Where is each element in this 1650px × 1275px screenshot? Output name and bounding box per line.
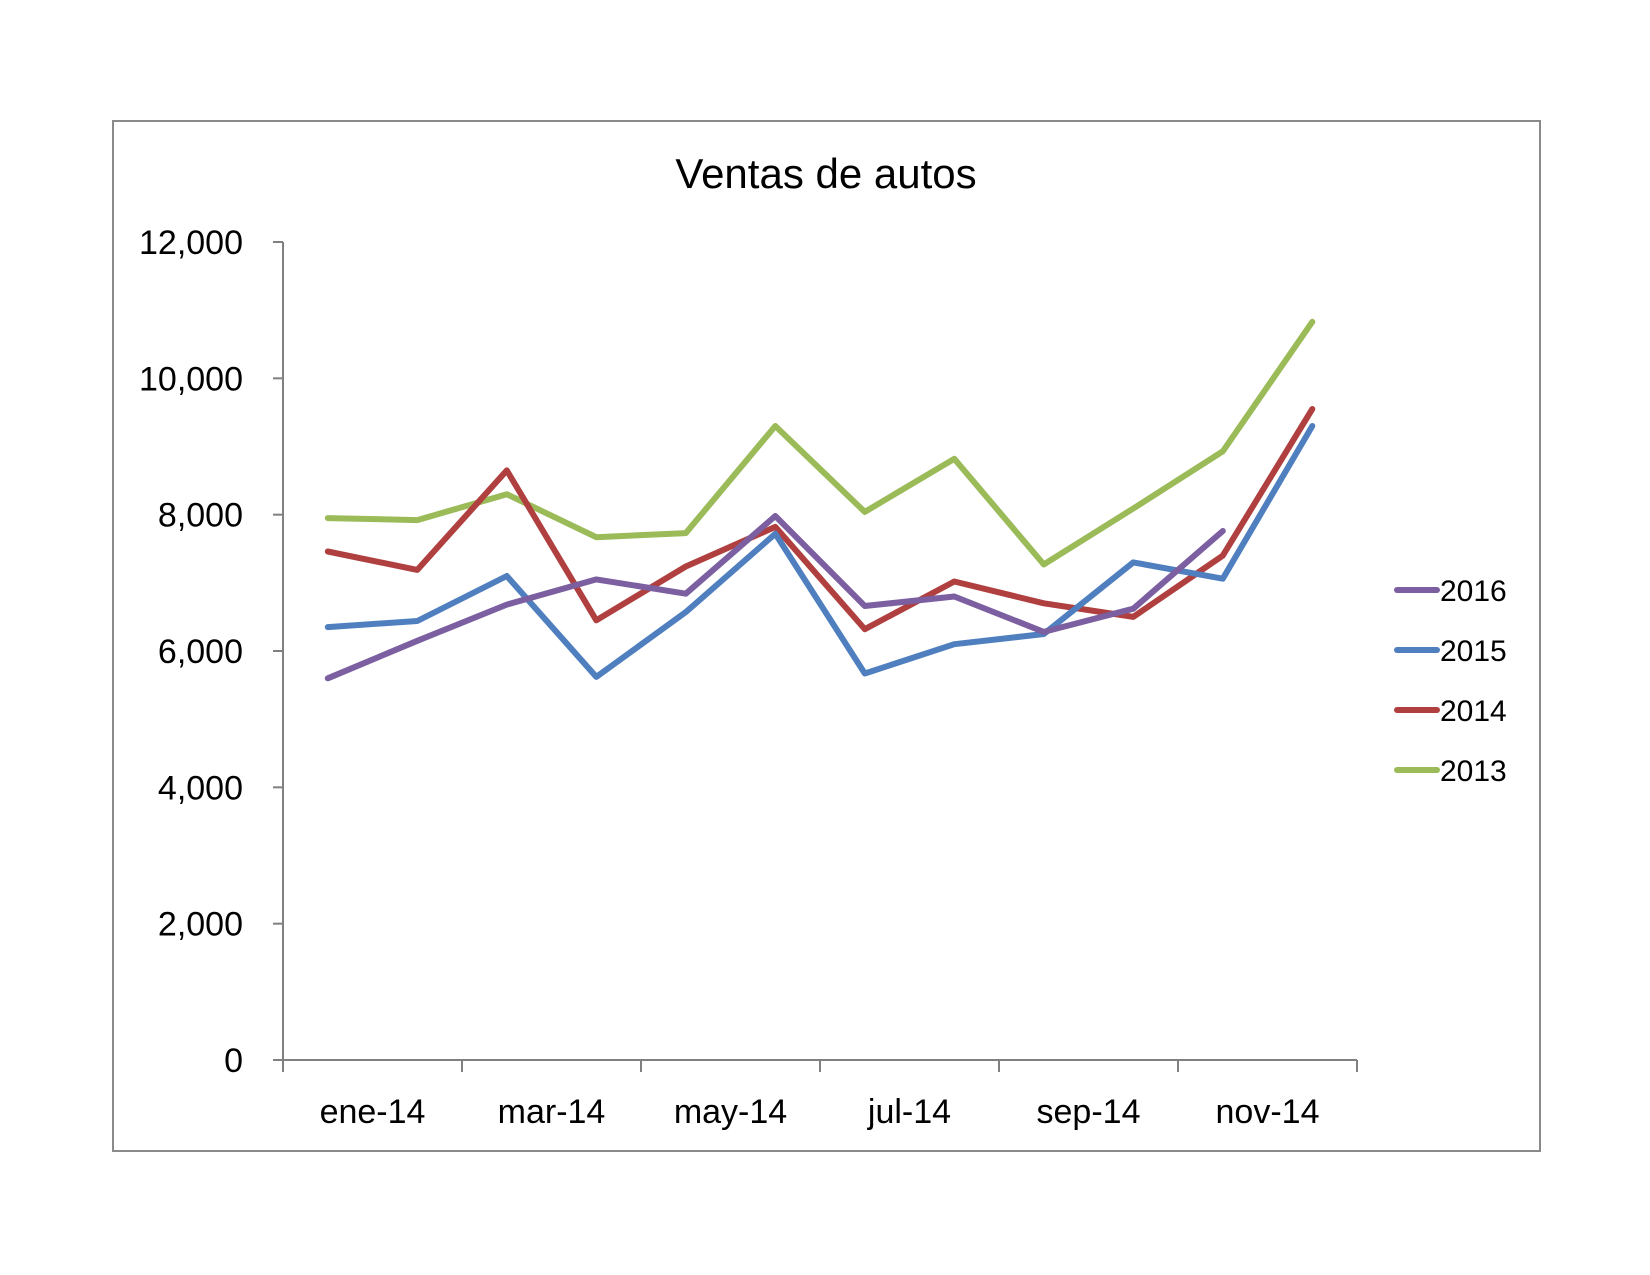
series-line-2016 xyxy=(324,513,1226,682)
chart-title: Ventas de autos xyxy=(675,150,976,197)
y-tick-label: 6,000 xyxy=(158,633,243,671)
chart-frame xyxy=(112,120,1541,1152)
legend: 2016 2015 2014 2013 xyxy=(1394,575,1507,788)
x-tick-label: ene-14 xyxy=(320,1093,426,1131)
y-tick-label: 8,000 xyxy=(158,497,243,535)
x-tick-label: sep-14 xyxy=(1037,1093,1141,1131)
y-tick-label: 10,000 xyxy=(139,360,243,398)
x-tick-label: jul-14 xyxy=(867,1093,951,1131)
y-tick-label: 12,000 xyxy=(139,224,243,262)
y-tick-label: 0 xyxy=(224,1042,243,1080)
series-line-2015 xyxy=(324,423,1316,680)
legend-label-2013: 2013 xyxy=(1440,755,1507,788)
legend-label-2016: 2016 xyxy=(1440,575,1507,608)
y-tick-label: 4,000 xyxy=(158,769,243,807)
x-tick-label: nov-14 xyxy=(1216,1093,1320,1131)
series-group xyxy=(324,318,1316,682)
series-line-2013 xyxy=(324,318,1316,568)
axes: 0 2,000 4,000 6,000 8,000 10,000 12,000 ene-14 m… xyxy=(139,224,1358,1131)
legend-label-2015: 2015 xyxy=(1440,635,1507,668)
x-tick-label: mar-14 xyxy=(498,1093,606,1131)
series-line-2014 xyxy=(324,406,1316,633)
y-tick-label: 2,000 xyxy=(158,906,243,944)
x-tick-label: may-14 xyxy=(674,1093,787,1131)
legend-label-2014: 2014 xyxy=(1440,695,1507,728)
